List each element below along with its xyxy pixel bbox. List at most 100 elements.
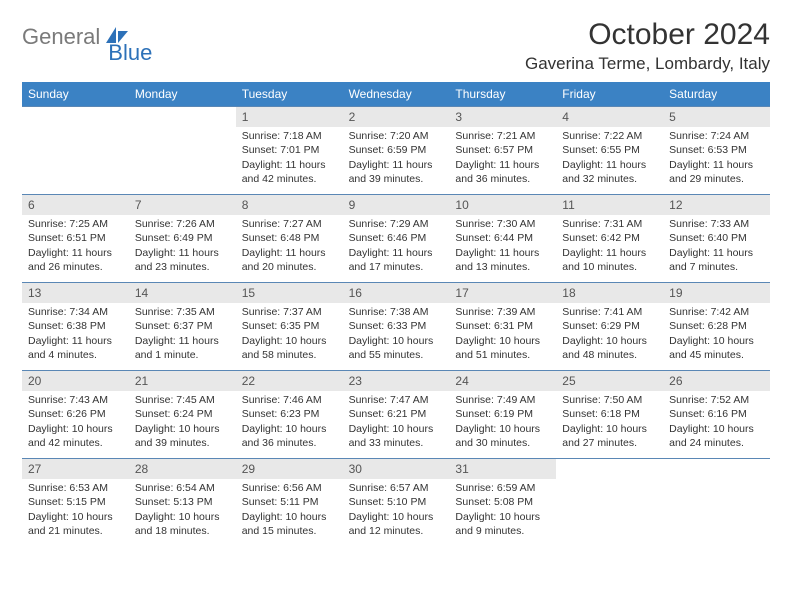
day-details: Sunrise: 7:39 AMSunset: 6:31 PMDaylight:…	[449, 303, 556, 366]
day-number: 17	[449, 283, 556, 303]
sunrise-line: Sunrise: 7:29 AM	[349, 217, 444, 231]
daylight-line: Daylight: 10 hours and 27 minutes.	[562, 422, 657, 450]
day-cell: 4Sunrise: 7:22 AMSunset: 6:55 PMDaylight…	[556, 106, 663, 194]
day-cell: 15Sunrise: 7:37 AMSunset: 6:35 PMDayligh…	[236, 282, 343, 370]
daylight-line: Daylight: 10 hours and 9 minutes.	[455, 510, 550, 538]
day-number: 14	[129, 283, 236, 303]
empty-cell	[663, 458, 770, 546]
day-cell: 2Sunrise: 7:20 AMSunset: 6:59 PMDaylight…	[343, 106, 450, 194]
day-cell: 8Sunrise: 7:27 AMSunset: 6:48 PMDaylight…	[236, 194, 343, 282]
day-cell: 30Sunrise: 6:57 AMSunset: 5:10 PMDayligh…	[343, 458, 450, 546]
daylight-line: Daylight: 10 hours and 51 minutes.	[455, 334, 550, 362]
day-number: 29	[236, 459, 343, 479]
daylight-line: Daylight: 11 hours and 10 minutes.	[562, 246, 657, 274]
day-number: 18	[556, 283, 663, 303]
daylight-line: Daylight: 10 hours and 39 minutes.	[135, 422, 230, 450]
day-details: Sunrise: 7:43 AMSunset: 6:26 PMDaylight:…	[22, 391, 129, 454]
day-cell: 18Sunrise: 7:41 AMSunset: 6:29 PMDayligh…	[556, 282, 663, 370]
day-details: Sunrise: 7:27 AMSunset: 6:48 PMDaylight:…	[236, 215, 343, 278]
sunrise-line: Sunrise: 7:41 AM	[562, 305, 657, 319]
calendar-grid: SundayMondayTuesdayWednesdayThursdayFrid…	[22, 82, 770, 546]
day-number: 6	[22, 195, 129, 215]
sunrise-line: Sunrise: 7:27 AM	[242, 217, 337, 231]
day-cell: 20Sunrise: 7:43 AMSunset: 6:26 PMDayligh…	[22, 370, 129, 458]
day-details: Sunrise: 7:41 AMSunset: 6:29 PMDaylight:…	[556, 303, 663, 366]
sunrise-line: Sunrise: 7:45 AM	[135, 393, 230, 407]
sunrise-line: Sunrise: 7:24 AM	[669, 129, 764, 143]
day-cell: 29Sunrise: 6:56 AMSunset: 5:11 PMDayligh…	[236, 458, 343, 546]
day-cell: 7Sunrise: 7:26 AMSunset: 6:49 PMDaylight…	[129, 194, 236, 282]
sunset-line: Sunset: 5:15 PM	[28, 495, 123, 509]
sunrise-line: Sunrise: 6:59 AM	[455, 481, 550, 495]
day-details: Sunrise: 7:49 AMSunset: 6:19 PMDaylight:…	[449, 391, 556, 454]
sunrise-line: Sunrise: 7:49 AM	[455, 393, 550, 407]
sunrise-line: Sunrise: 6:56 AM	[242, 481, 337, 495]
sunset-line: Sunset: 6:16 PM	[669, 407, 764, 421]
daylight-line: Daylight: 11 hours and 23 minutes.	[135, 246, 230, 274]
sunset-line: Sunset: 6:48 PM	[242, 231, 337, 245]
sunset-line: Sunset: 6:31 PM	[455, 319, 550, 333]
sunset-line: Sunset: 6:57 PM	[455, 143, 550, 157]
daylight-line: Daylight: 10 hours and 21 minutes.	[28, 510, 123, 538]
day-cell: 3Sunrise: 7:21 AMSunset: 6:57 PMDaylight…	[449, 106, 556, 194]
empty-cell	[556, 458, 663, 546]
daylight-line: Daylight: 11 hours and 17 minutes.	[349, 246, 444, 274]
day-number: 24	[449, 371, 556, 391]
daylight-line: Daylight: 10 hours and 48 minutes.	[562, 334, 657, 362]
daylight-line: Daylight: 10 hours and 42 minutes.	[28, 422, 123, 450]
day-details: Sunrise: 7:47 AMSunset: 6:21 PMDaylight:…	[343, 391, 450, 454]
day-number: 25	[556, 371, 663, 391]
day-cell: 12Sunrise: 7:33 AMSunset: 6:40 PMDayligh…	[663, 194, 770, 282]
day-number: 7	[129, 195, 236, 215]
sunset-line: Sunset: 6:51 PM	[28, 231, 123, 245]
sunset-line: Sunset: 6:46 PM	[349, 231, 444, 245]
day-number: 5	[663, 107, 770, 127]
sunrise-line: Sunrise: 7:50 AM	[562, 393, 657, 407]
sunrise-line: Sunrise: 7:31 AM	[562, 217, 657, 231]
day-details: Sunrise: 7:50 AMSunset: 6:18 PMDaylight:…	[556, 391, 663, 454]
day-details: Sunrise: 7:34 AMSunset: 6:38 PMDaylight:…	[22, 303, 129, 366]
daylight-line: Daylight: 11 hours and 29 minutes.	[669, 158, 764, 186]
day-details: Sunrise: 7:37 AMSunset: 6:35 PMDaylight:…	[236, 303, 343, 366]
weekday-header: Tuesday	[236, 82, 343, 106]
day-number: 4	[556, 107, 663, 127]
day-details: Sunrise: 6:57 AMSunset: 5:10 PMDaylight:…	[343, 479, 450, 542]
day-details: Sunrise: 7:45 AMSunset: 6:24 PMDaylight:…	[129, 391, 236, 454]
sunset-line: Sunset: 6:18 PM	[562, 407, 657, 421]
day-details: Sunrise: 7:18 AMSunset: 7:01 PMDaylight:…	[236, 127, 343, 190]
day-cell: 23Sunrise: 7:47 AMSunset: 6:21 PMDayligh…	[343, 370, 450, 458]
day-number: 1	[236, 107, 343, 127]
day-cell: 16Sunrise: 7:38 AMSunset: 6:33 PMDayligh…	[343, 282, 450, 370]
day-cell: 19Sunrise: 7:42 AMSunset: 6:28 PMDayligh…	[663, 282, 770, 370]
daylight-line: Daylight: 10 hours and 30 minutes.	[455, 422, 550, 450]
empty-cell	[129, 106, 236, 194]
logo-text-general: General	[22, 24, 100, 50]
day-cell: 25Sunrise: 7:50 AMSunset: 6:18 PMDayligh…	[556, 370, 663, 458]
sunset-line: Sunset: 7:01 PM	[242, 143, 337, 157]
title-block: October 2024 Gaverina Terme, Lombardy, I…	[525, 18, 770, 74]
sunrise-line: Sunrise: 7:46 AM	[242, 393, 337, 407]
day-number: 13	[22, 283, 129, 303]
daylight-line: Daylight: 11 hours and 42 minutes.	[242, 158, 337, 186]
sunrise-line: Sunrise: 7:18 AM	[242, 129, 337, 143]
sunset-line: Sunset: 6:23 PM	[242, 407, 337, 421]
day-number: 21	[129, 371, 236, 391]
daylight-line: Daylight: 11 hours and 39 minutes.	[349, 158, 444, 186]
daylight-line: Daylight: 10 hours and 33 minutes.	[349, 422, 444, 450]
day-details: Sunrise: 7:42 AMSunset: 6:28 PMDaylight:…	[663, 303, 770, 366]
location-text: Gaverina Terme, Lombardy, Italy	[525, 54, 770, 74]
sunrise-line: Sunrise: 7:33 AM	[669, 217, 764, 231]
sunset-line: Sunset: 5:10 PM	[349, 495, 444, 509]
day-cell: 13Sunrise: 7:34 AMSunset: 6:38 PMDayligh…	[22, 282, 129, 370]
sunrise-line: Sunrise: 7:42 AM	[669, 305, 764, 319]
day-number: 31	[449, 459, 556, 479]
sunset-line: Sunset: 6:44 PM	[455, 231, 550, 245]
day-cell: 9Sunrise: 7:29 AMSunset: 6:46 PMDaylight…	[343, 194, 450, 282]
day-details: Sunrise: 7:22 AMSunset: 6:55 PMDaylight:…	[556, 127, 663, 190]
sunset-line: Sunset: 6:21 PM	[349, 407, 444, 421]
day-cell: 28Sunrise: 6:54 AMSunset: 5:13 PMDayligh…	[129, 458, 236, 546]
sunset-line: Sunset: 5:13 PM	[135, 495, 230, 509]
daylight-line: Daylight: 11 hours and 26 minutes.	[28, 246, 123, 274]
day-details: Sunrise: 6:53 AMSunset: 5:15 PMDaylight:…	[22, 479, 129, 542]
page-header: General Blue October 2024 Gaverina Terme…	[22, 18, 770, 74]
